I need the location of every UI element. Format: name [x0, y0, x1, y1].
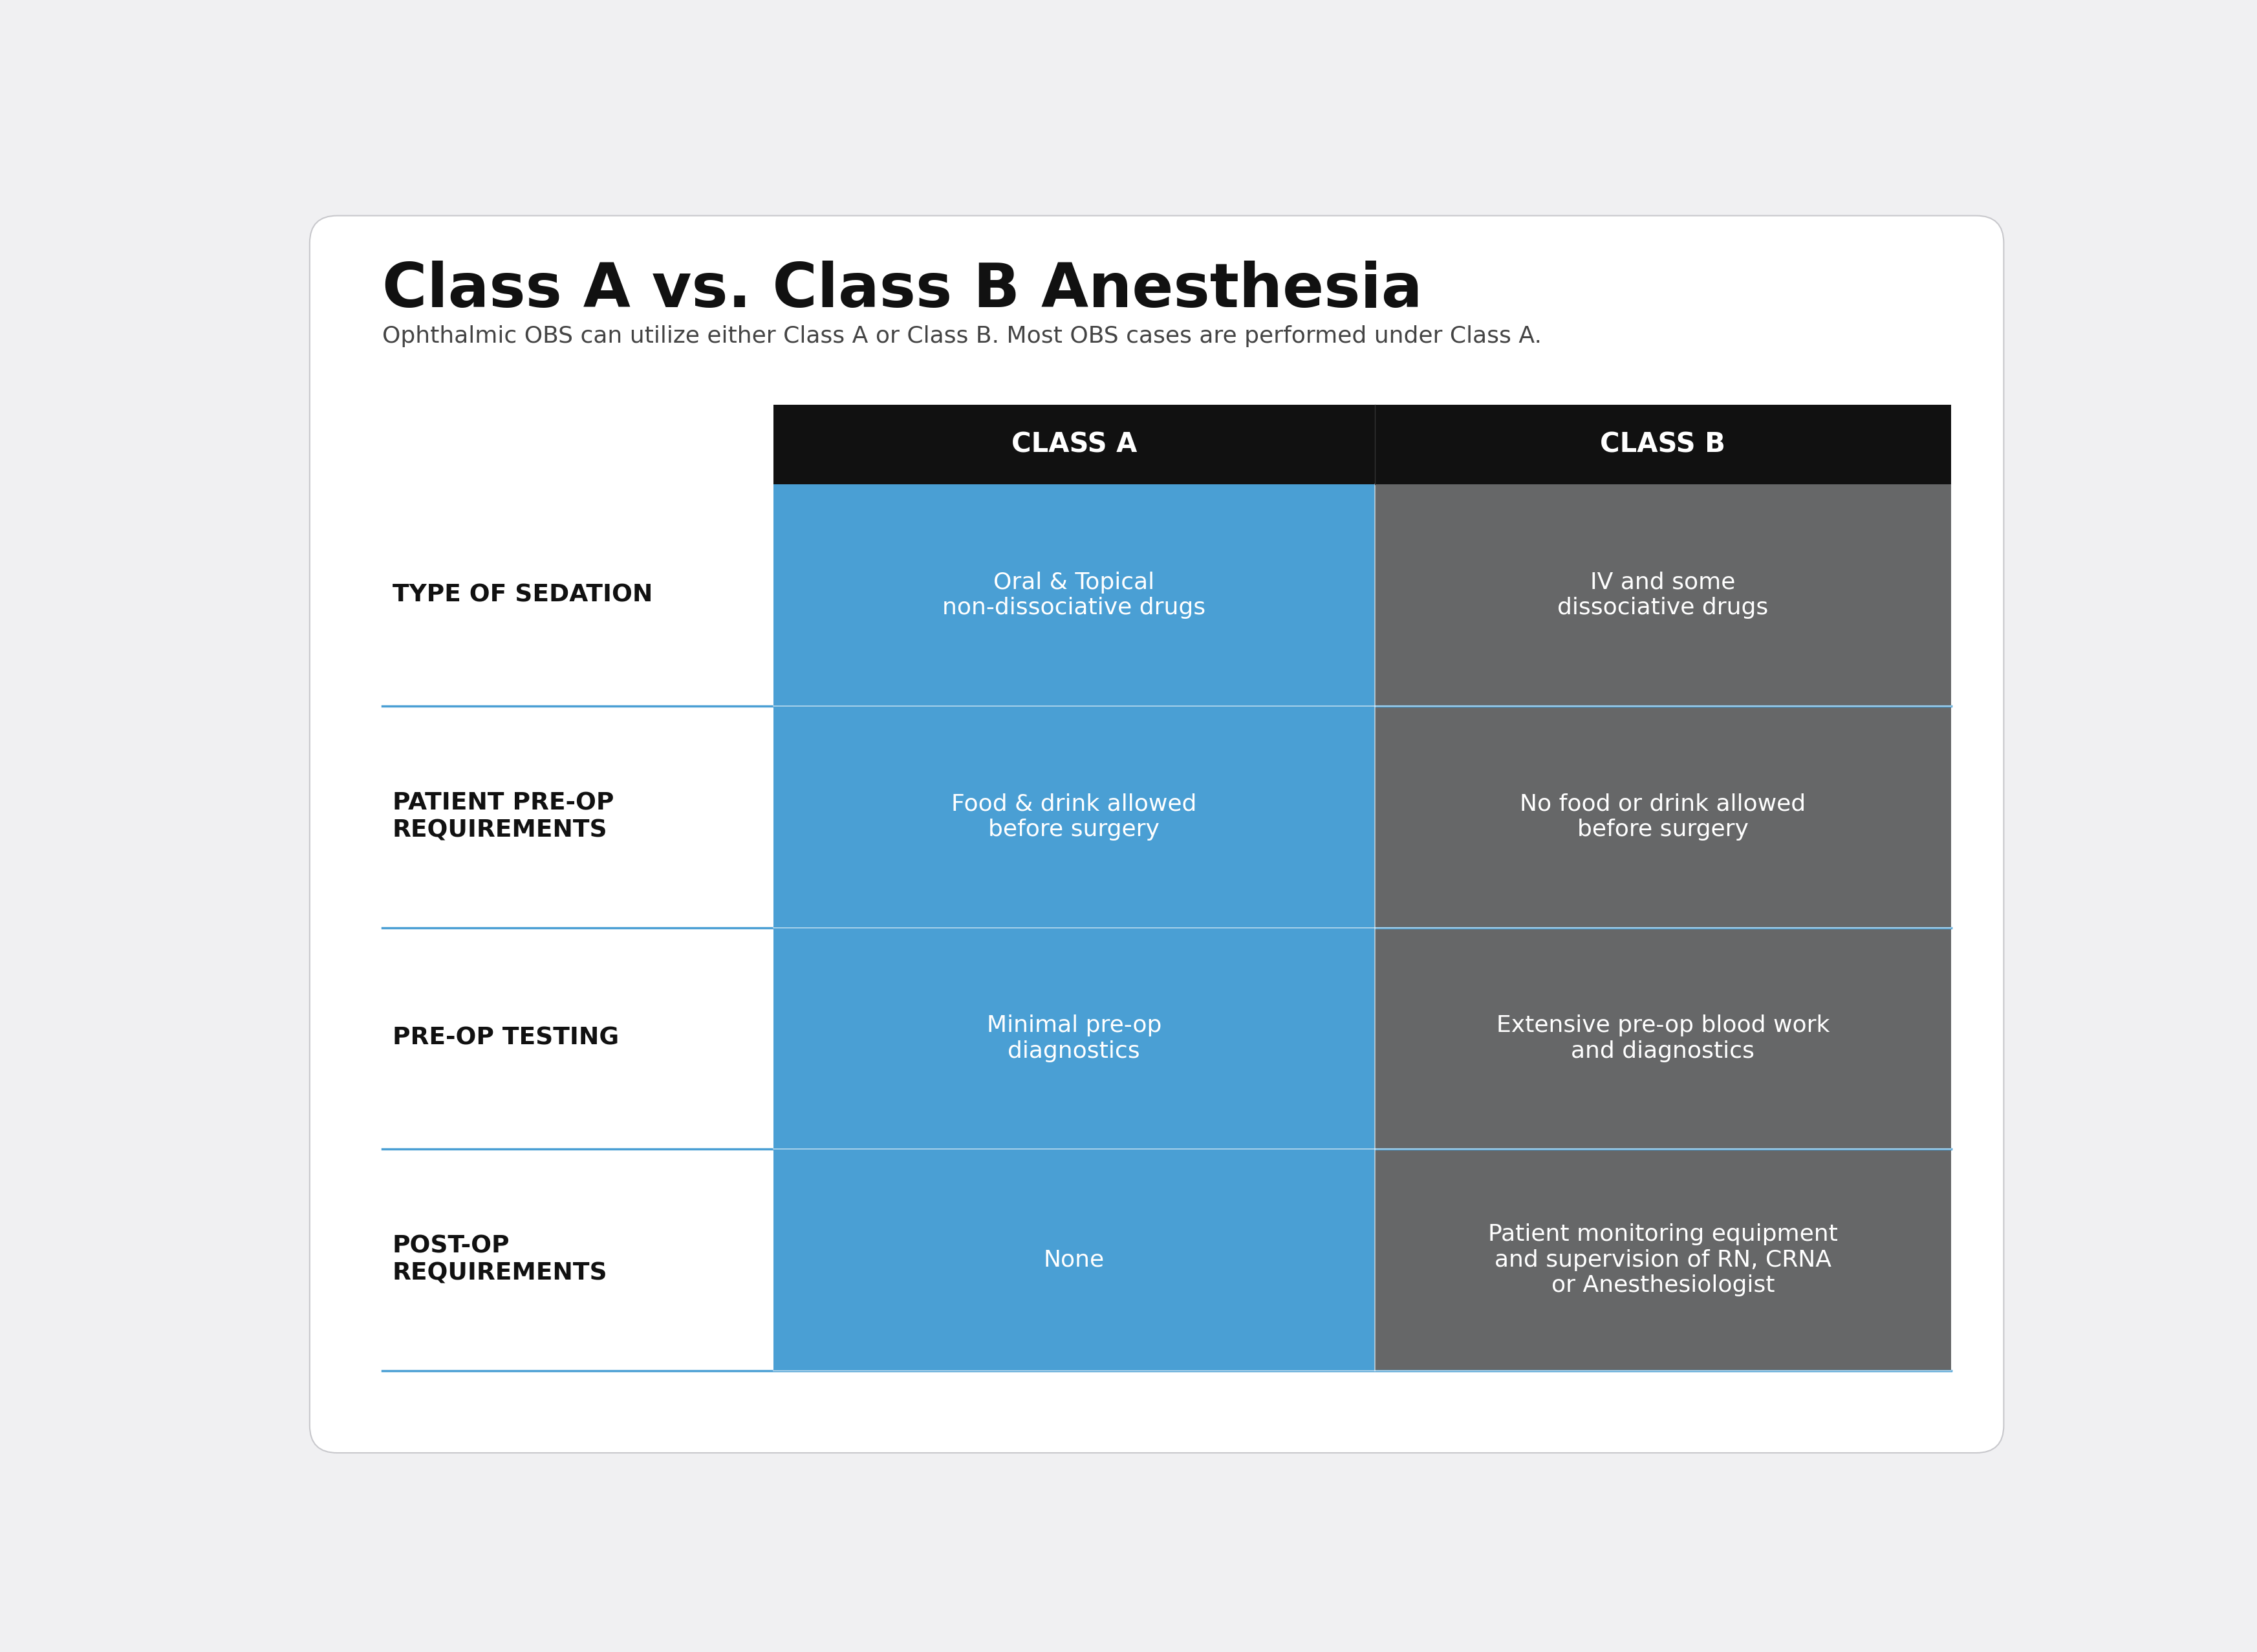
Bar — [381, 705, 774, 928]
Text: None: None — [1043, 1249, 1104, 1270]
Text: CLASS A: CLASS A — [1011, 431, 1138, 458]
Bar — [1375, 705, 1950, 928]
Text: PRE-OP TESTING: PRE-OP TESTING — [393, 1028, 618, 1051]
Text: Class A vs. Class B Anesthesia: Class A vs. Class B Anesthesia — [381, 261, 1422, 320]
Text: Oral & Topical
non-dissociative drugs: Oral & Topical non-dissociative drugs — [943, 572, 1205, 620]
Bar — [774, 484, 1375, 705]
Bar — [774, 1150, 1375, 1371]
Bar — [1375, 928, 1950, 1150]
Bar — [774, 928, 1375, 1150]
Text: TYPE OF SEDATION: TYPE OF SEDATION — [393, 583, 652, 606]
Text: IV and some
dissociative drugs: IV and some dissociative drugs — [1557, 572, 1769, 620]
Text: PATIENT PRE-OP
REQUIREMENTS: PATIENT PRE-OP REQUIREMENTS — [393, 791, 614, 843]
Text: Minimal pre-op
diagnostics: Minimal pre-op diagnostics — [986, 1014, 1162, 1062]
Text: CLASS B: CLASS B — [1600, 431, 1727, 458]
Bar — [381, 1150, 774, 1371]
Text: Patient monitoring equipment
and supervision of RN, CRNA
or Anesthesiologist: Patient monitoring equipment and supervi… — [1487, 1224, 1837, 1297]
Bar — [381, 928, 774, 1150]
Bar — [1375, 484, 1950, 705]
FancyBboxPatch shape — [309, 216, 2004, 1452]
Text: No food or drink allowed
before surgery: No food or drink allowed before surgery — [1519, 793, 1806, 841]
Text: Extensive pre-op blood work
and diagnostics: Extensive pre-op blood work and diagnost… — [1496, 1014, 1830, 1062]
Bar — [774, 405, 1950, 484]
Text: Ophthalmic OBS can utilize either Class A or Class B. Most OBS cases are perform: Ophthalmic OBS can utilize either Class … — [381, 325, 1542, 347]
Text: Food & drink allowed
before surgery: Food & drink allowed before surgery — [952, 793, 1196, 841]
Bar — [381, 484, 774, 705]
Bar — [774, 705, 1375, 928]
Bar — [1375, 1150, 1950, 1371]
Text: POST-OP
REQUIREMENTS: POST-OP REQUIREMENTS — [393, 1234, 607, 1285]
